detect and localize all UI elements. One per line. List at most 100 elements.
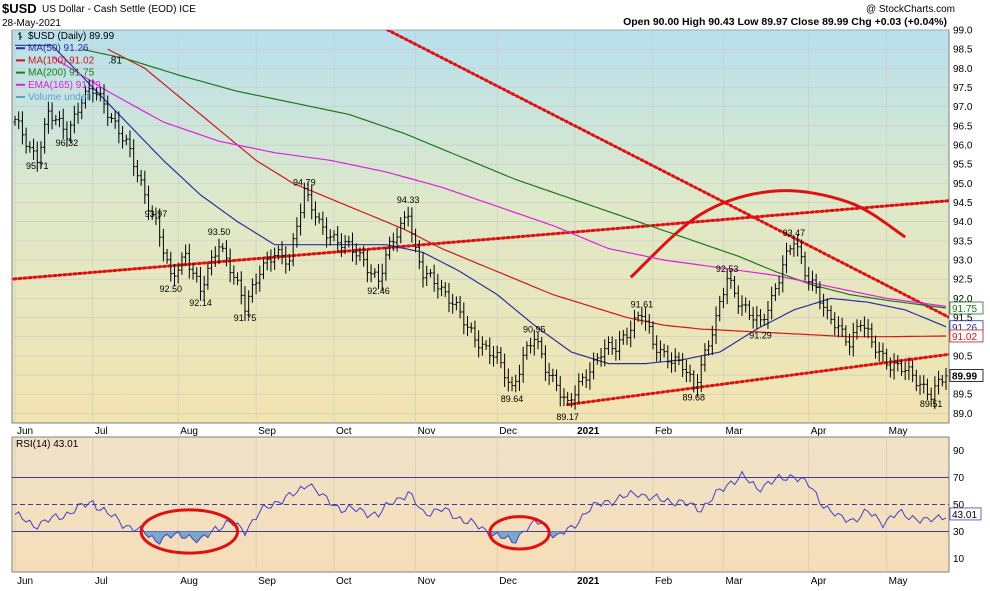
price-bar — [332, 230, 336, 242]
price-bar — [354, 243, 358, 265]
rounding-top-arc — [629, 189, 907, 279]
svg-text:89.99: 89.99 — [952, 371, 977, 382]
price-y-tick-label: 94.5 — [953, 198, 973, 209]
price-bar — [343, 235, 347, 255]
rsi-x-tick-label: Jun — [17, 576, 33, 587]
price-bar — [43, 117, 47, 154]
price-bar — [762, 313, 766, 326]
rsi-highlight-ellipse — [488, 515, 551, 551]
price-bar — [109, 112, 114, 123]
price-bar — [106, 95, 110, 127]
price-bar — [135, 159, 140, 183]
price-bar — [295, 217, 299, 248]
rsi-highlight-ellipse — [139, 508, 240, 555]
price-bar — [707, 340, 711, 356]
price-grid — [12, 29, 949, 423]
price-bar — [120, 125, 125, 149]
price-y-tick-label: 93.0 — [953, 256, 973, 267]
price-bar — [632, 309, 637, 339]
price-bar — [495, 345, 499, 364]
price-bar — [265, 251, 269, 271]
price-bar — [373, 268, 377, 278]
price-bar — [443, 281, 447, 298]
rsi-title: RSI(14) 43.01 — [16, 439, 79, 450]
price-y-tick-label: 96.0 — [953, 141, 973, 152]
price-bar — [154, 207, 158, 226]
price-bar — [132, 139, 136, 177]
price-bar — [681, 352, 685, 378]
rsi-x-tick-label: 2021 — [577, 576, 600, 587]
price-bar — [866, 318, 870, 339]
price-bar — [569, 392, 573, 408]
rsi-x-tick-label: Oct — [336, 576, 352, 587]
price-bar — [336, 226, 340, 252]
price-x-tick-label: Mar — [725, 426, 743, 437]
price-bar — [532, 329, 536, 356]
price-bar — [239, 271, 243, 305]
price-bar — [944, 367, 948, 390]
price-bar — [261, 258, 266, 280]
price-bar — [380, 263, 384, 291]
price-bar — [829, 305, 833, 325]
price-x-tick-label: Dec — [499, 426, 517, 437]
price-bar — [195, 267, 199, 283]
price-bar — [658, 340, 662, 362]
price-bar — [554, 369, 559, 392]
price-bar — [770, 286, 774, 320]
legend-entry: $USD (Daily) 89.99 — [18, 31, 115, 42]
price-bar — [484, 340, 488, 351]
price-bar — [276, 245, 280, 260]
price-annotation: 93.97 — [145, 209, 168, 219]
price-bar — [80, 96, 84, 120]
price-bar — [732, 275, 737, 298]
price-y-tick-label: 90.5 — [953, 351, 973, 362]
price-bar — [113, 110, 117, 129]
price-annotations: 95.71 96.32 93.97 92.50 92.14 93.50 91.75 94.79… — [26, 138, 942, 422]
price-bar — [855, 319, 859, 340]
price-bar — [777, 275, 781, 296]
price-bar — [243, 286, 247, 321]
price-bar — [451, 293, 455, 314]
price-bar — [588, 362, 592, 390]
rsi-x-tick-label: May — [889, 576, 908, 587]
svg-text:MA(100) 91.02: MA(100) 91.02 — [28, 55, 95, 66]
price-bar — [313, 201, 318, 226]
price-bar — [755, 306, 759, 330]
price-bar — [918, 375, 922, 395]
price-bar — [254, 273, 258, 295]
price-bar — [669, 352, 674, 373]
rsi-line — [14, 470, 947, 545]
price-bar — [899, 359, 904, 376]
price-bar — [480, 336, 484, 356]
price-x-tick-label: Sep — [258, 426, 276, 437]
legend-entry: MA(50) 91.26 — [16, 43, 89, 54]
price-bar — [847, 333, 852, 356]
price-bar — [172, 263, 177, 286]
price-plot-area: 95.71 96.32 93.97 92.50 92.14 93.50 91.75 94.79… — [12, 30, 949, 422]
price-bar — [925, 378, 930, 400]
price-bar — [284, 246, 288, 274]
price-bar — [881, 342, 885, 363]
price-y-tick-label: 93.5 — [953, 236, 973, 247]
price-bar — [718, 295, 722, 322]
price-bar — [862, 316, 866, 338]
price-bar — [299, 203, 303, 236]
price-bar — [844, 325, 848, 346]
price-bar — [929, 387, 933, 407]
price-bar — [695, 374, 700, 397]
price-y-tick-label: 98.5 — [953, 45, 973, 56]
price-bar — [91, 79, 95, 103]
price-bar — [825, 298, 829, 320]
price-bar — [821, 293, 826, 317]
price-bar — [736, 285, 740, 314]
price-y-tick-label: 98.0 — [953, 64, 973, 75]
price-annotation: 89.17 — [556, 412, 579, 422]
last-value-tag: 89.99 — [949, 369, 984, 382]
price-annotation: 91.29 — [749, 331, 772, 341]
price-bar — [818, 281, 822, 310]
legend-entry: MA(100) 91.02 — [16, 55, 95, 66]
price-bar — [933, 376, 937, 409]
price-bar — [221, 243, 225, 253]
price-bar — [117, 111, 121, 144]
